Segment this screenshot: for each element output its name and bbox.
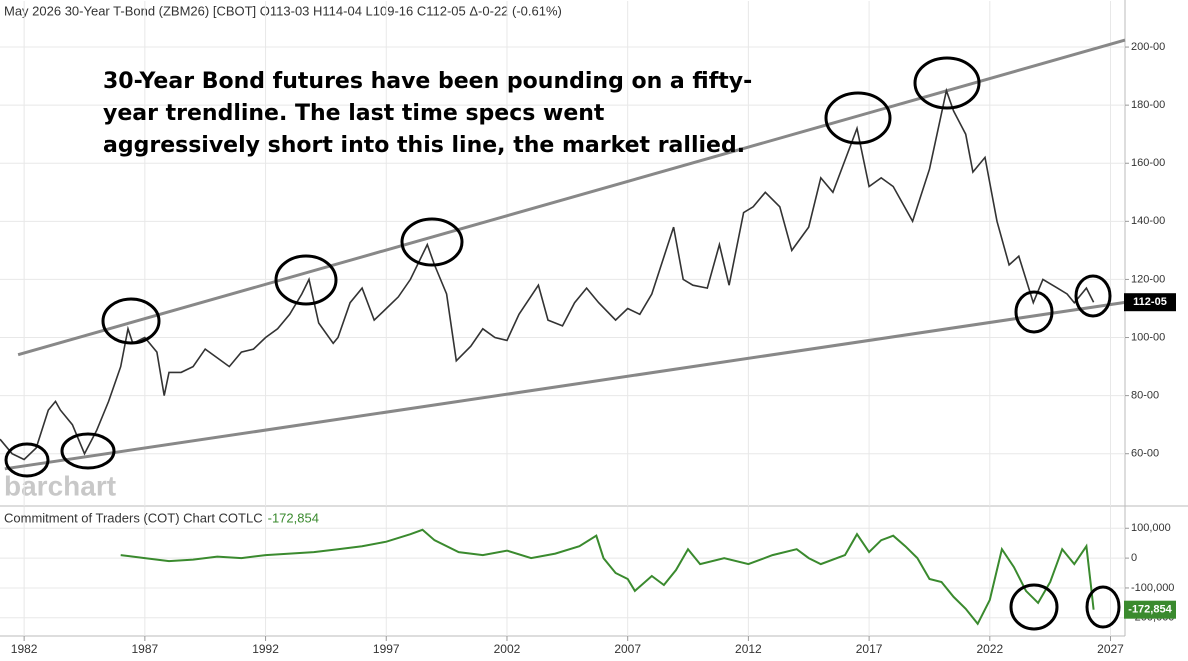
circle xyxy=(913,56,981,110)
y-tick-label: 180-00 xyxy=(1131,99,1165,111)
last-price-label: -172,854 xyxy=(1128,604,1172,616)
trendline xyxy=(17,38,1126,357)
x-tick-label: 2022 xyxy=(976,642,1003,656)
series-line xyxy=(0,87,1095,461)
annotation: 30-Year Bond futures have been pounding … xyxy=(103,69,752,94)
circle xyxy=(60,432,116,470)
y-tick-label: -100,000 xyxy=(1131,582,1174,594)
circle xyxy=(1074,274,1112,318)
last-price-label: 112-05 xyxy=(1133,296,1167,308)
last-price-box xyxy=(1124,293,1176,312)
x-tick-label: 2027 xyxy=(1097,642,1124,656)
series-line xyxy=(120,528,1095,626)
x-tick-label: 2002 xyxy=(494,642,521,656)
circle xyxy=(4,442,50,478)
x-tick-label: 1997 xyxy=(373,642,400,656)
panel-title: Commitment of Traders (COT) Chart COTLC xyxy=(4,510,263,525)
panel-value: -172,854 xyxy=(268,510,319,525)
y-tick-label: 100,000 xyxy=(1131,522,1171,534)
y-tick-label: 120-00 xyxy=(1131,273,1165,285)
circle xyxy=(1085,585,1121,629)
x-tick-label: 2007 xyxy=(614,642,641,656)
highlight-circles xyxy=(4,56,1121,631)
x-tick-label: 2012 xyxy=(735,642,762,656)
last-price-box xyxy=(1124,600,1176,619)
x-tick-label: 1982 xyxy=(11,642,38,656)
y-tick-label: 100-00 xyxy=(1131,331,1165,343)
annotation: year trendline. The last time specs went xyxy=(103,101,605,126)
annotation: aggressively short into this line, the m… xyxy=(103,133,745,158)
trendline xyxy=(4,300,1126,471)
x-tick-label: 1992 xyxy=(252,642,279,656)
y-tick-label: 80-00 xyxy=(1131,390,1159,402)
circle xyxy=(1009,583,1059,631)
x-tick-label: 1987 xyxy=(131,642,158,656)
circle xyxy=(824,91,892,145)
header: May 2026 30-Year T-Bond (ZBM26) [CBOT] O… xyxy=(4,3,562,18)
circle xyxy=(274,254,338,306)
y-tick-label: 60-00 xyxy=(1131,448,1159,460)
circle xyxy=(1014,290,1054,334)
circle xyxy=(101,297,161,345)
x-tick-label: 2017 xyxy=(856,642,883,656)
y-tick-label: 0 xyxy=(1131,552,1137,564)
y-tick-label: 200-00 xyxy=(1131,41,1165,53)
circle xyxy=(400,217,464,267)
y-tick-label: 160-00 xyxy=(1131,157,1165,169)
y-tick-label: 140-00 xyxy=(1131,215,1165,227)
